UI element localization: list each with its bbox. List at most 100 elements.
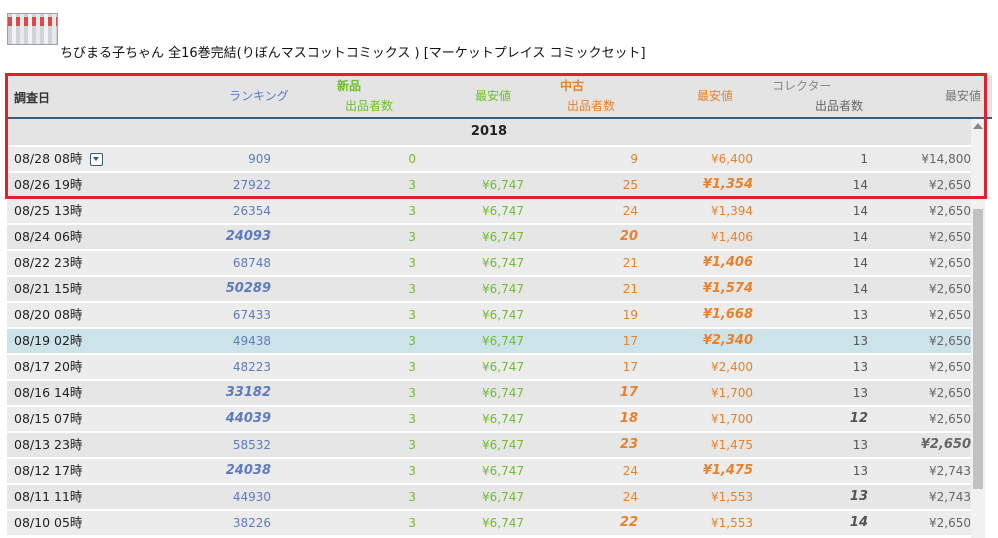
row-used-low: ¥1,700 bbox=[711, 386, 753, 400]
row-used-low: ¥1,406 bbox=[711, 230, 753, 244]
row-ranking[interactable]: 38226 bbox=[232, 516, 271, 530]
row-new-count: 3 bbox=[408, 204, 416, 218]
table-row: 08/19 02時 49438 3 ¥6,747 17 ¥2,340 13 ¥2,650 bbox=[7, 328, 971, 354]
row-collector-low: ¥2,650 bbox=[929, 308, 971, 322]
row-collector-low: ¥2,650 bbox=[929, 282, 971, 296]
row-collector-count: 14 bbox=[852, 204, 868, 218]
table-row: 08/26 19時 27922 3 ¥6,747 25 ¥1,354 14 ¥2,650 bbox=[7, 172, 971, 198]
header-collector-count: 出品者数 bbox=[815, 99, 864, 113]
row-ranking[interactable]: 26354 bbox=[232, 204, 271, 218]
row-collector-count: 14 bbox=[852, 178, 868, 192]
header-ranking[interactable]: ランキング bbox=[229, 89, 289, 103]
price-history-table: 調査日 ランキング 新品 出品者数 最安値 中古 出品者数 最安値 コレクター … bbox=[7, 75, 992, 538]
row-used-count: 21 bbox=[622, 282, 638, 296]
row-used-low: ¥1,668 bbox=[702, 307, 753, 322]
row-used-count: 19 bbox=[622, 308, 638, 322]
row-collector-low: ¥2,743 bbox=[929, 490, 971, 504]
row-ranking[interactable]: 24093 bbox=[225, 229, 271, 244]
row-new-count: 3 bbox=[408, 256, 416, 270]
header-used[interactable]: 中古 bbox=[560, 79, 585, 93]
row-used-count: 24 bbox=[622, 490, 638, 504]
header-collector-low: 最安値 bbox=[945, 89, 982, 103]
row-date: 08/10 05時 bbox=[14, 515, 83, 530]
row-new-low: ¥6,747 bbox=[482, 334, 524, 348]
table-row: 08/22 23時 68748 3 ¥6,747 21 ¥1,406 14 ¥2,650 bbox=[7, 250, 971, 276]
row-used-count: 17 bbox=[619, 385, 638, 400]
row-used-count: 22 bbox=[619, 515, 638, 530]
row-used-count: 17 bbox=[622, 334, 638, 348]
row-collector-low: ¥2,650 bbox=[929, 386, 971, 400]
row-used-low: ¥1,553 bbox=[711, 516, 753, 530]
header-collector[interactable]: コレクター bbox=[772, 79, 832, 93]
row-new-low: ¥6,747 bbox=[482, 204, 524, 218]
table-row: 08/24 06時 24093 3 ¥6,747 20 ¥1,406 14 ¥2,650 bbox=[7, 224, 971, 250]
row-used-low: ¥1,475 bbox=[702, 463, 753, 478]
row-new-count: 3 bbox=[408, 282, 416, 296]
row-collector-count: 14 bbox=[852, 282, 868, 296]
header-new-low: 最安値 bbox=[475, 89, 512, 103]
vertical-scrollbar[interactable] bbox=[971, 119, 985, 538]
row-date: 08/16 14時 bbox=[14, 385, 83, 400]
row-used-low: ¥1,406 bbox=[702, 255, 753, 270]
row-used-count: 23 bbox=[619, 437, 638, 452]
row-new-count: 3 bbox=[408, 178, 416, 192]
row-new-low: ¥6,747 bbox=[482, 438, 524, 452]
row-ranking[interactable]: 50289 bbox=[225, 281, 271, 296]
dropdown-toggle-icon[interactable] bbox=[90, 153, 103, 166]
row-ranking[interactable]: 24038 bbox=[225, 463, 271, 478]
row-used-count: 17 bbox=[622, 360, 638, 374]
row-collector-low: ¥2,650 bbox=[929, 204, 971, 218]
row-collector-count: 13 bbox=[852, 308, 868, 322]
table-row: 08/15 07時 44039 3 ¥6,747 18 ¥1,700 12 ¥2,650 bbox=[7, 406, 971, 432]
table-row: 08/28 08時 909 0 9 ¥6,400 1 ¥14,800 bbox=[7, 146, 971, 172]
product-title[interactable]: ちびまる子ちゃん 全16巻完結(りぼんマスコットコミックス ) [マーケットプレ… bbox=[60, 46, 646, 61]
row-new-low: ¥6,747 bbox=[482, 230, 524, 244]
row-ranking[interactable]: 67433 bbox=[232, 308, 271, 322]
row-used-count: 24 bbox=[622, 464, 638, 478]
table-row: 08/10 05時 38226 3 ¥6,747 22 ¥1,553 14 ¥2,650 bbox=[7, 510, 971, 536]
row-new-count: 3 bbox=[408, 386, 416, 400]
row-used-low: ¥1,475 bbox=[711, 438, 753, 452]
row-new-low: ¥6,747 bbox=[482, 412, 524, 426]
row-ranking[interactable]: 48223 bbox=[232, 360, 271, 374]
row-new-count: 3 bbox=[408, 464, 416, 478]
row-new-count: 3 bbox=[408, 438, 416, 452]
row-ranking[interactable]: 49438 bbox=[232, 334, 271, 348]
row-new-low: ¥6,747 bbox=[482, 464, 524, 478]
table-row: 08/12 17時 24038 3 ¥6,747 24 ¥1,475 13 ¥2,743 bbox=[7, 458, 971, 484]
row-ranking[interactable]: 44930 bbox=[232, 490, 271, 504]
table-row: 08/13 23時 58532 3 ¥6,747 23 ¥1,475 13 ¥2,650 bbox=[7, 432, 971, 458]
row-new-low: ¥6,747 bbox=[482, 308, 524, 322]
row-date: 08/21 15時 bbox=[14, 281, 83, 296]
table-header: 調査日 ランキング 新品 出品者数 最安値 中古 出品者数 最安値 コレクター … bbox=[7, 75, 992, 119]
row-date: 08/11 11時 bbox=[14, 489, 83, 504]
table-row: 08/11 11時 44930 3 ¥6,747 24 ¥1,553 13 ¥2,743 bbox=[7, 484, 971, 510]
table-row: 08/20 08時 67433 3 ¥6,747 19 ¥1,668 13 ¥2,650 bbox=[7, 302, 971, 328]
row-date: 08/22 23時 bbox=[14, 255, 83, 270]
row-collector-low: ¥2,650 bbox=[920, 437, 971, 452]
row-collector-count: 14 bbox=[849, 515, 868, 530]
row-ranking[interactable]: 33182 bbox=[225, 385, 271, 400]
row-new-count: 3 bbox=[408, 516, 416, 530]
row-collector-count: 13 bbox=[849, 489, 868, 504]
row-new-count: 3 bbox=[408, 412, 416, 426]
row-collector-low: ¥2,650 bbox=[929, 360, 971, 374]
scroll-up-arrow-icon[interactable] bbox=[973, 123, 983, 129]
row-used-count: 18 bbox=[619, 411, 638, 426]
row-used-low: ¥1,553 bbox=[711, 490, 753, 504]
table-row: 08/21 15時 50289 3 ¥6,747 21 ¥1,574 14 ¥2,650 bbox=[7, 276, 971, 302]
row-collector-low: ¥2,650 bbox=[929, 256, 971, 270]
row-ranking[interactable]: 58532 bbox=[232, 438, 271, 452]
row-date: 08/17 20時 bbox=[14, 359, 83, 374]
product-thumbnail[interactable] bbox=[7, 13, 58, 45]
row-date: 08/19 02時 bbox=[14, 333, 83, 348]
row-ranking[interactable]: 44039 bbox=[225, 411, 271, 426]
header-new[interactable]: 新品 bbox=[337, 79, 362, 93]
header-new-count: 出品者数 bbox=[345, 99, 394, 113]
row-ranking[interactable]: 68748 bbox=[232, 256, 271, 270]
row-ranking[interactable]: 27922 bbox=[232, 178, 271, 192]
scrollbar-thumb[interactable] bbox=[973, 209, 983, 489]
row-used-low: ¥1,700 bbox=[711, 412, 753, 426]
row-new-low: ¥6,747 bbox=[482, 360, 524, 374]
row-ranking[interactable]: 909 bbox=[248, 152, 271, 166]
